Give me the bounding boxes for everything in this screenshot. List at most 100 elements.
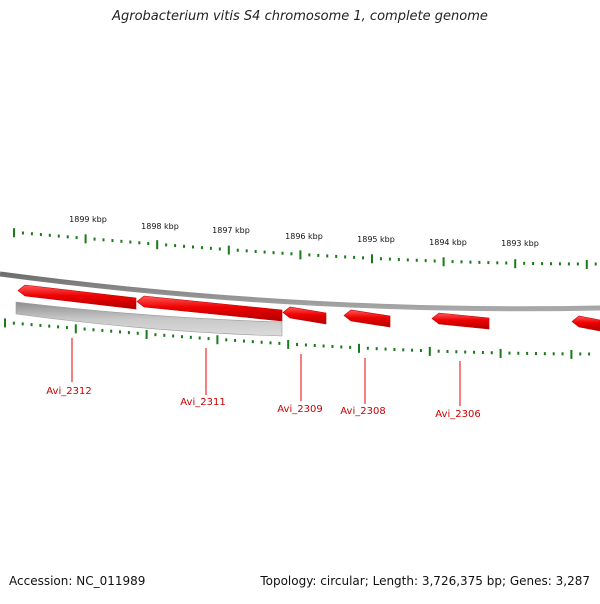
accession-label: Accession: (9, 574, 73, 588)
minor-tick (110, 329, 113, 333)
minor-tick (92, 328, 95, 332)
minor-tick (209, 246, 212, 250)
minor-tick (12, 321, 15, 325)
major-tick (74, 324, 77, 334)
minor-tick (532, 261, 535, 265)
gene-arrows (17, 284, 600, 332)
minor-tick (21, 322, 24, 326)
major-tick (299, 250, 302, 260)
minor-tick (579, 352, 582, 356)
tick-label: 1898 kbp (141, 222, 179, 231)
minor-tick (245, 249, 248, 253)
minor-tick (375, 347, 378, 351)
minor-tick (66, 235, 69, 239)
gene-arrow[interactable] (343, 309, 391, 328)
minor-tick (317, 253, 320, 257)
minor-tick (65, 326, 68, 330)
minor-tick (165, 243, 168, 247)
major-tick (358, 343, 360, 353)
minor-tick (30, 232, 33, 236)
minor-tick (523, 261, 526, 265)
minor-tick (242, 339, 245, 343)
minor-tick (263, 250, 266, 254)
tick-label: 1893 kbp (501, 239, 539, 248)
minor-tick (272, 251, 275, 255)
minor-tick (366, 346, 369, 350)
minor-tick (331, 344, 334, 348)
minor-tick (172, 334, 175, 338)
minor-tick (535, 352, 537, 356)
gene-label[interactable]: Avi_2308 (340, 406, 385, 417)
gene-label[interactable]: Avi_2309 (277, 404, 322, 415)
gene-arrow[interactable] (282, 306, 327, 325)
upper-tick-track (13, 228, 597, 269)
minor-tick (496, 261, 499, 265)
minor-tick (335, 254, 338, 258)
minor-tick (296, 342, 299, 346)
gene-arrow[interactable] (571, 315, 600, 332)
minor-tick (552, 352, 555, 356)
minor-tick (234, 338, 237, 342)
gene-arrow[interactable] (17, 284, 137, 310)
minor-tick (460, 260, 463, 264)
minor-tick (349, 345, 352, 349)
gene-leaders: Avi_2312 Avi_2311 Avi_2309 Avi_2308 Avi_2306 (46, 338, 481, 420)
minor-tick (48, 233, 51, 237)
minor-tick (192, 245, 194, 249)
minor-tick (147, 241, 150, 245)
genome-stats: Topology: circular; Length: 3,726,375 bp… (260, 574, 590, 588)
minor-tick (393, 347, 396, 351)
minor-tick (478, 260, 481, 264)
minor-tick (397, 258, 400, 262)
minor-tick (57, 325, 60, 329)
gene-label[interactable]: Avi_2311 (180, 397, 225, 408)
minor-tick (326, 254, 329, 258)
tick-label: 1894 kbp (429, 238, 467, 247)
minor-tick (57, 234, 60, 238)
minor-tick (225, 338, 228, 342)
minor-tick (567, 262, 570, 266)
minor-tick (508, 351, 511, 355)
minor-tick (102, 238, 105, 242)
major-tick (145, 329, 148, 339)
minor-tick (455, 350, 458, 354)
minor-tick (406, 258, 409, 262)
minor-tick (594, 262, 597, 266)
minor-tick (437, 349, 440, 353)
major-tick (84, 234, 87, 244)
major-tick (585, 259, 588, 269)
minor-tick (30, 323, 33, 327)
minor-tick (541, 262, 544, 266)
minor-tick (75, 236, 78, 240)
accession-value: NC_011989 (76, 574, 146, 588)
tick-label: 1897 kbp (212, 226, 250, 235)
minor-tick (260, 340, 263, 344)
minor-tick (119, 330, 122, 334)
minor-tick (39, 233, 42, 237)
tick-label: 1895 kbp (357, 235, 395, 244)
minor-tick (362, 256, 365, 260)
minor-tick (550, 262, 552, 266)
major-tick (514, 259, 517, 269)
minor-tick (487, 261, 490, 265)
tick-label: 1899 kbp (69, 215, 107, 224)
minor-tick (218, 247, 221, 251)
minor-tick (181, 335, 183, 339)
minor-tick (344, 255, 347, 259)
minor-tick (411, 348, 414, 352)
genes-value: 3,287 (555, 574, 590, 588)
major-tick (371, 254, 373, 264)
minor-tick (154, 333, 157, 337)
minor-tick (39, 323, 42, 327)
major-tick (4, 318, 6, 328)
gene-arrow[interactable] (431, 312, 490, 330)
gene-arrow[interactable] (136, 295, 283, 322)
major-tick (428, 346, 431, 356)
minor-tick (384, 347, 387, 351)
minor-tick (388, 257, 391, 261)
minor-tick (469, 260, 472, 264)
gene-label[interactable]: Avi_2306 (435, 409, 480, 420)
minor-tick (278, 341, 281, 345)
gene-label[interactable]: Avi_2312 (46, 386, 91, 397)
